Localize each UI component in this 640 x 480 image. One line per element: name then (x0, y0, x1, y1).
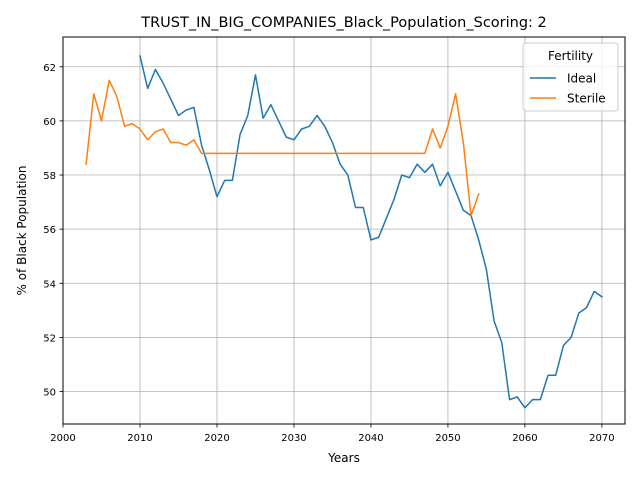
x-tick-label: 2060 (512, 433, 537, 444)
legend-label-ideal: Ideal (567, 72, 596, 86)
legend-box (522, 42, 619, 112)
y-tick-label: 54 (43, 279, 56, 290)
legend: Fertility Ideal Sterile (522, 42, 619, 112)
y-tick-label: 60 (43, 117, 56, 128)
y-tick-label: 52 (43, 333, 56, 344)
x-tick-label: 2040 (358, 433, 383, 444)
legend-title: Fertility (548, 49, 593, 63)
x-tick-label: 2030 (281, 433, 306, 444)
x-axis-label: Years (327, 451, 360, 465)
x-axis-ticks: 2000 2010 2020 2030 2040 2050 2060 2070 (50, 424, 615, 444)
y-tick-label: 56 (43, 225, 56, 236)
x-tick-label: 2020 (204, 433, 229, 444)
x-tick-label: 2070 (589, 433, 614, 444)
legend-label-sterile: Sterile (567, 92, 606, 106)
plot-frame (62, 36, 626, 425)
y-tick-label: 58 (43, 171, 56, 182)
series-line-sterile (85, 79, 480, 217)
y-axis-ticks: 50 52 54 56 58 60 62 (43, 63, 63, 399)
chart-title: TRUST_IN_BIG_COMPANIES_Black_Population_… (140, 15, 547, 31)
grid-lines (62, 37, 625, 424)
x-tick-label: 2000 (50, 433, 75, 444)
x-tick-label: 2050 (435, 433, 460, 444)
y-tick-label: 50 (43, 388, 56, 399)
x-tick-label: 2010 (127, 433, 152, 444)
y-axis-label: % of Black Population (15, 166, 29, 296)
y-tick-label: 62 (43, 63, 56, 74)
series-line-ideal (139, 55, 603, 409)
series-lines (85, 55, 603, 409)
